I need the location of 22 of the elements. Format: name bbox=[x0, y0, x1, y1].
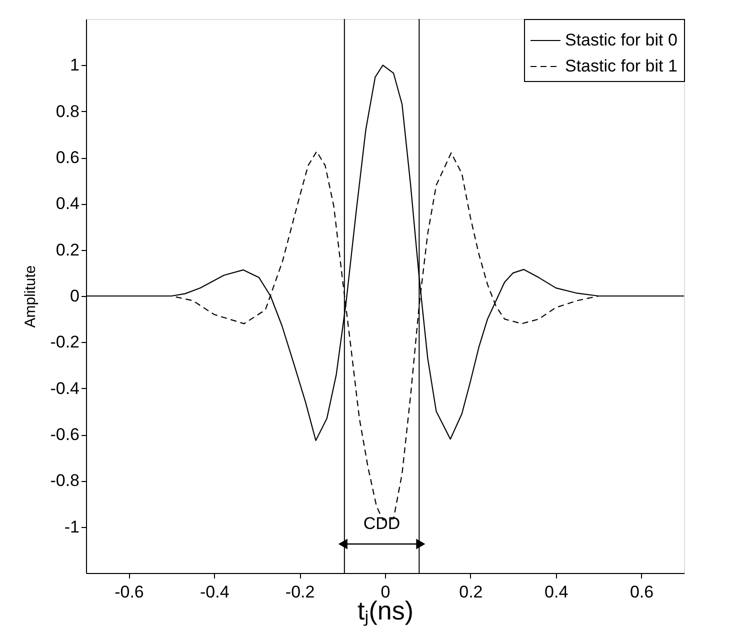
annotation: CDD bbox=[363, 514, 400, 533]
y-tick-label: 0.4 bbox=[56, 194, 80, 214]
y-tick-label: 0.8 bbox=[56, 102, 80, 121]
x-tick-label: 0.2 bbox=[459, 582, 483, 602]
x-tick-label: -0.6 bbox=[114, 582, 144, 602]
y-tick-label: 1 bbox=[70, 56, 80, 75]
y-tick-label: -1 bbox=[64, 517, 80, 536]
y-axis-title: Amplitute bbox=[22, 265, 40, 328]
y-tick-label: 0 bbox=[70, 286, 80, 306]
x-tick-label: 0.4 bbox=[544, 582, 568, 602]
y-tick-label: -0.6 bbox=[50, 425, 80, 444]
legend-label: Stastic for bit 1 bbox=[565, 56, 678, 76]
y-tick-label: -0.8 bbox=[50, 471, 80, 490]
y-tick-label: 0.2 bbox=[56, 240, 80, 260]
y-tick-label: -0.2 bbox=[50, 332, 80, 352]
y-tick-label: -0.4 bbox=[50, 378, 80, 398]
x-tick-label: -0.2 bbox=[285, 582, 315, 602]
x-tick-label: 0 bbox=[380, 582, 390, 602]
x-tick-label: 0.6 bbox=[630, 582, 654, 602]
x-tick-label: -0.4 bbox=[200, 582, 230, 602]
y-tick-label: 0.6 bbox=[56, 148, 80, 167]
legend-label: Stastic for bit 0 bbox=[565, 30, 678, 50]
